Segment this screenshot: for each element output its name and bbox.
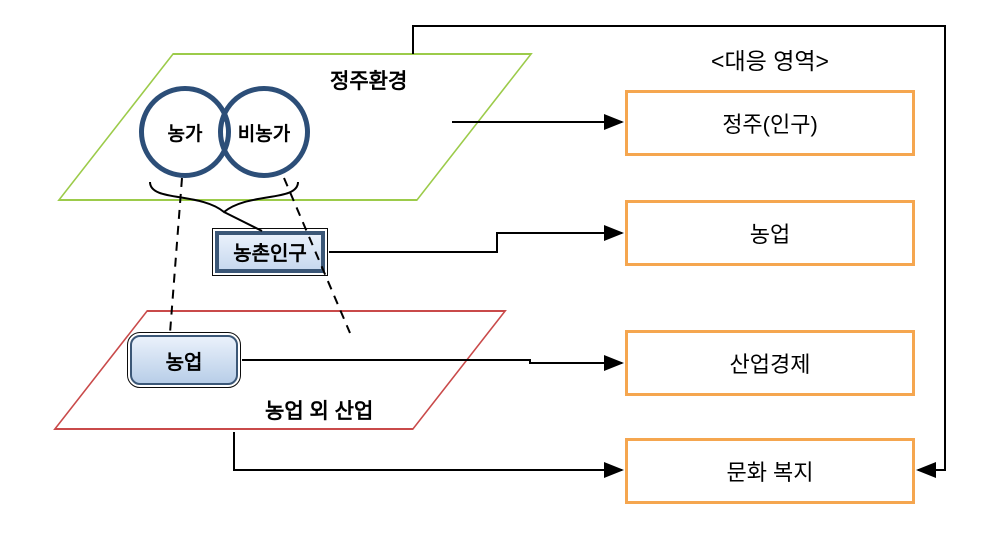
box-agriculture: 농업 <box>130 335 238 385</box>
diagram-canvas: 농가 비농가 정주환경 농업 농업 외 산업 농촌인구 <대응 영역> 정주(인… <box>0 0 983 545</box>
box-agriculture-label: 농업 <box>166 346 203 375</box>
venn-circle-non-farm-household: 비농가 <box>218 86 310 178</box>
venn-label-farm: 농가 <box>168 119 203 146</box>
response-box-culture-welfare: 문화 복지 <box>625 438 915 504</box>
arrow-centerbox-to-resp-agri <box>329 233 622 252</box>
response-label-2: 산업경제 <box>730 347 811 379</box>
response-box-agriculture: 농업 <box>625 200 915 266</box>
response-box-industry-economy: 산업경제 <box>625 330 915 396</box>
plane-bottom-label: 농업 외 산업 <box>265 395 373 425</box>
line-brace-to-centerbox <box>224 212 262 231</box>
venn-label-nonfarm: 비농가 <box>238 119 290 146</box>
plane-top-label: 정주환경 <box>330 65 407 95</box>
box-rural-population-label: 농촌인구 <box>233 243 307 265</box>
response-label-0: 정주(인구) <box>722 107 818 139</box>
box-rural-population: 농촌인구 <box>215 231 325 273</box>
response-area-title: <대응 영역> <box>625 42 915 76</box>
response-box-settlement: 정주(인구) <box>625 90 915 156</box>
arrow-redplane-to-resp-culture <box>234 432 622 470</box>
response-label-3: 문화 복지 <box>726 455 813 487</box>
response-label-1: 농업 <box>750 217 790 249</box>
